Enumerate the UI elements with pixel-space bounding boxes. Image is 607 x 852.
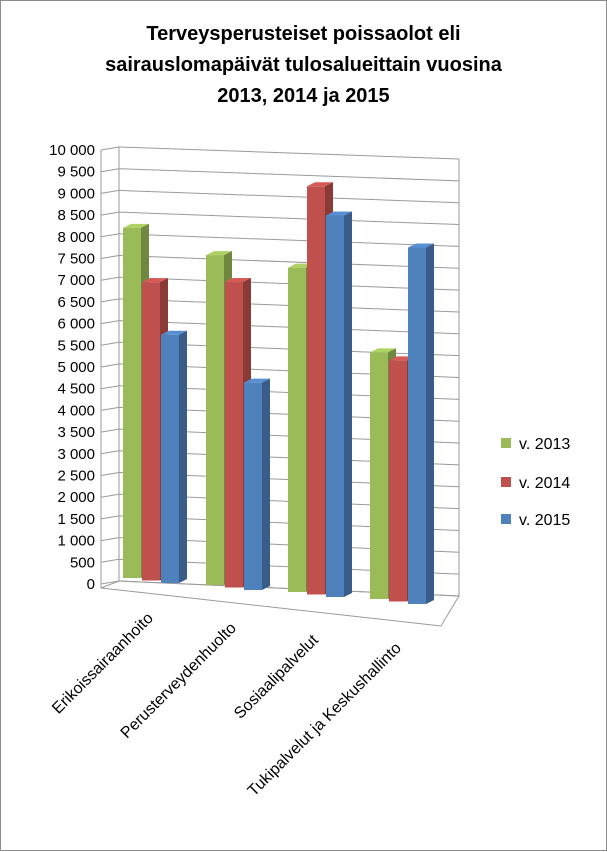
bar-top (244, 378, 270, 383)
x-category-label: Sosiaalipalvelut (231, 631, 322, 722)
bar-top (326, 211, 352, 216)
bar (408, 247, 426, 604)
y-tick-label: 1 000 (57, 533, 95, 550)
side-wall-gridline (100, 515, 120, 520)
legend-label: v. 2014 (519, 475, 570, 492)
side-wall-gridline (100, 537, 120, 542)
bar-top (225, 278, 251, 283)
side-wall-gridline (100, 341, 120, 346)
bar-top (123, 223, 149, 228)
bar (206, 255, 224, 585)
legend-swatch (501, 438, 511, 448)
y-tick-label: 7 500 (57, 251, 95, 268)
bar (225, 282, 243, 588)
y-tick-label: 3 500 (57, 424, 95, 441)
side-wall-gridline (100, 580, 120, 585)
y-tick-label: 8 000 (57, 229, 95, 246)
side-wall-gridline (100, 189, 120, 194)
side-wall-gridline (100, 472, 120, 476)
legend-swatch (501, 477, 511, 487)
side-wall-gridline (100, 233, 120, 238)
back-wall-gridline (118, 146, 460, 160)
bar-top (161, 330, 187, 335)
x-category-label: Erikoissairaanhoito (49, 610, 157, 718)
side-wall-gridline (100, 406, 120, 411)
bar-top (206, 251, 232, 256)
back-wall-gridline (118, 168, 460, 182)
back-wall-gridline (118, 255, 460, 269)
chart-title: Terveysperusteiset poissaolot eli sairau… (31, 19, 576, 112)
side-wall-gridline (100, 558, 120, 563)
y-tick-label: 8 500 (57, 207, 95, 224)
bar (389, 360, 407, 602)
legend-swatch (501, 514, 511, 524)
side-wall-gridline (100, 298, 120, 303)
chart-title-line-1: Terveysperusteiset poissaolot eli (146, 23, 461, 45)
y-tick-label: 4 000 (57, 402, 95, 419)
side-wall-gridline (100, 450, 120, 455)
bar (123, 227, 141, 578)
side-wall-gridline (100, 276, 120, 281)
bar-top (307, 182, 333, 187)
bar (326, 215, 344, 597)
bar (244, 382, 262, 590)
back-wall-gridline (118, 233, 460, 247)
bar-side (262, 378, 270, 590)
y-tick-label: 6 000 (57, 316, 95, 333)
y-tick-label: 0 (87, 576, 95, 593)
bar (161, 334, 179, 583)
side-wall-gridline (100, 428, 120, 433)
side-wall-gridline (100, 211, 120, 216)
bar (142, 282, 160, 581)
back-wall-gridline (118, 189, 460, 204)
y-tick-label: 2 000 (57, 489, 95, 506)
y-tick-label: 6 500 (57, 294, 95, 311)
y-tick-label: 9 500 (57, 164, 95, 181)
bar-top (370, 348, 396, 353)
side-wall-gridline (100, 363, 120, 368)
side-wall-gridline (100, 168, 120, 173)
y-tick-label: 7 000 (57, 272, 95, 289)
chart-title-line-2: sairauslomapäivät tulosalueittain vuosin… (105, 54, 502, 76)
bar (370, 352, 388, 599)
back-wall-gridline (118, 211, 460, 226)
bar-side (179, 330, 187, 583)
side-wall-gridline (100, 146, 120, 151)
y-tick-label: 2 500 (57, 468, 95, 485)
y-tick-label: 5 500 (57, 337, 95, 354)
legend-label: v. 2015 (519, 512, 570, 529)
y-tick-label: 3 000 (57, 446, 95, 463)
bar-side (344, 211, 352, 597)
bar-top (408, 243, 434, 248)
bar (307, 186, 325, 595)
bar (288, 267, 306, 592)
chart-title-line-3: 2013, 2014 ja 2015 (217, 85, 390, 107)
legend-label: v. 2013 (519, 436, 570, 453)
x-category-label: Tukipalvelut ja Keskushallinto (245, 640, 405, 800)
side-wall-gridline (100, 493, 120, 498)
y-tick-label: 9 000 (57, 185, 95, 202)
y-tick-label: 5 000 (57, 359, 95, 376)
bar-top (142, 278, 168, 283)
side-wall-gridline (100, 385, 120, 390)
side-wall-gridline (100, 255, 120, 259)
y-tick-label: 1 500 (57, 511, 95, 528)
y-tick-label: 10 000 (49, 142, 95, 159)
y-tick-label: 4 500 (57, 381, 95, 398)
side-wall-gridline (100, 320, 120, 325)
y-tick-label: 500 (70, 554, 95, 571)
chart-floor (100, 580, 460, 627)
bar-side (426, 243, 434, 604)
